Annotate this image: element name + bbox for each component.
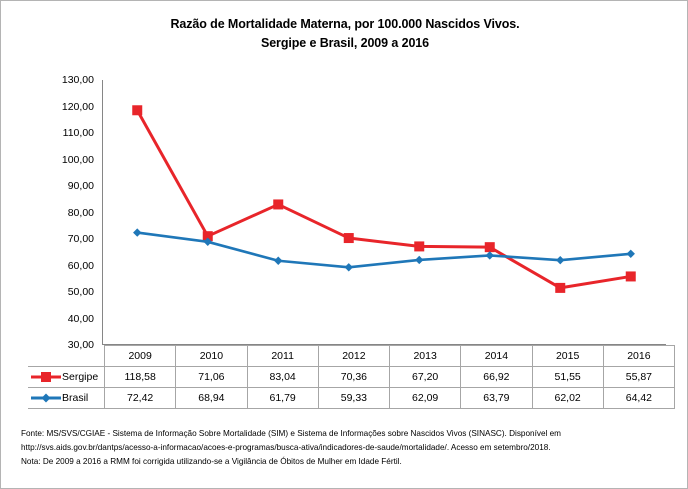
- y-axis-tick-label: 120,00: [61, 100, 94, 113]
- y-axis-tick-label: 110,00: [62, 127, 94, 139]
- y-axis-tick-label: 130,00: [61, 74, 94, 86]
- table-row: Brasil 72,42 68,94 61,79 59,33 62,09 63,79 62,0…: [28, 387, 676, 409]
- table-cell-value: 71,06: [175, 366, 248, 388]
- table-cell-value: 59,33: [317, 387, 391, 409]
- y-axis-tick-labels: 130,00 120,00 110,00 100,00 90,00 80,00 70,00 6…: [31, 74, 94, 351]
- y-axis-tick-label: 60,00: [67, 259, 94, 272]
- y-axis-tick-label: 90,00: [67, 180, 94, 192]
- legend-marker-icon: [31, 372, 61, 382]
- footnote-line-3: Nota: De 2009 a 2016 a RMM foi corrigida…: [21, 457, 402, 466]
- series-group: [132, 105, 636, 293]
- table-cell-value: 63,79: [460, 387, 533, 409]
- page-title: Razão de Mortalidade Materna, por 100.00…: [1, 15, 687, 53]
- data-point-marker-sergipe: [132, 105, 143, 116]
- legend-entry-brasil[interactable]: Brasil: [28, 387, 105, 409]
- data-table: 2009 2010 2011 2012 2013 2014 2015 2016 Sergipe 1…: [28, 345, 676, 409]
- table-cell-value: 51,55: [531, 366, 604, 388]
- legend-marker-icon: [31, 393, 61, 403]
- data-point-marker-brasil: [485, 251, 494, 260]
- data-point-marker-brasil: [556, 255, 565, 265]
- table-cell-value: 72,42: [103, 387, 177, 409]
- data-point-marker-brasil: [626, 249, 635, 258]
- data-point-marker-brasil: [415, 255, 424, 265]
- table-cell-value: 83,04: [246, 366, 319, 388]
- table-header-year: 2012: [317, 345, 391, 367]
- y-axis-tick-label: 30,00: [67, 339, 94, 351]
- table-row: Sergipe 118,58 71,06 83,04 70,36 67,20 66,92 51…: [28, 366, 676, 388]
- data-point-marker-sergipe: [414, 241, 425, 252]
- table-cell-value: 61,79: [246, 387, 319, 409]
- table-corner-blank: [28, 346, 105, 367]
- data-point-marker-sergipe: [555, 282, 566, 293]
- table-cell-value: 64,42: [602, 387, 676, 409]
- table-header-year: 2014: [460, 345, 533, 367]
- table-cell-value: 62,09: [388, 387, 462, 409]
- y-axis-tick-label: 100,00: [61, 153, 94, 166]
- y-axis-tick-label: 50,00: [67, 286, 94, 298]
- table-header-year: 2011: [246, 345, 319, 367]
- table-row: 2009 2010 2011 2012 2013 2014 2015 2016: [28, 345, 676, 367]
- plot-area: [102, 80, 666, 345]
- y-axis-tick-label: 40,00: [67, 312, 94, 325]
- data-point-marker-sergipe: [202, 231, 213, 242]
- line-chart-svg: [102, 80, 666, 345]
- data-point-marker-sergipe: [273, 199, 284, 210]
- data-point-marker-sergipe: [625, 271, 636, 282]
- table-header-year: 2010: [175, 345, 248, 367]
- data-point-marker-sergipe: [343, 233, 354, 244]
- data-point-marker-brasil: [344, 263, 353, 272]
- table-cell-value: 67,20: [388, 366, 462, 388]
- y-axis-tick-label: 70,00: [67, 233, 94, 245]
- footnote: Fonte: MS/SVS/CGIAE - Sistema de Informa…: [21, 427, 671, 469]
- table-header-year: 2016: [602, 345, 676, 367]
- legend-label: Brasil: [62, 392, 89, 404]
- chart-title-line-2: Sergipe e Brasil, 2009 a 2016: [260, 36, 430, 50]
- table-cell-value: 55,87: [602, 366, 676, 388]
- footnote-line-1: Fonte: MS/SVS/CGIAE - Sistema de Informa…: [21, 429, 561, 438]
- table-cell-value: 66,92: [460, 366, 533, 388]
- axis-group: [102, 80, 666, 345]
- table-cell-value: 68,94: [175, 387, 248, 409]
- table-cell-value: 62,02: [531, 387, 604, 409]
- table-header-year: 2015: [531, 345, 604, 367]
- table-header-year: 2009: [103, 345, 177, 367]
- chart-title-line-1: Razão de Mortalidade Materna, por 100.00…: [170, 17, 520, 31]
- table-cell-value: 118,58: [103, 366, 177, 388]
- data-point-marker-brasil: [133, 228, 142, 237]
- legend-label: Sergipe: [62, 371, 99, 383]
- legend-entry-sergipe[interactable]: Sergipe: [28, 366, 105, 388]
- table-cell-value: 70,36: [317, 366, 391, 388]
- table-header-year: 2013: [388, 345, 462, 367]
- y-axis-tick-label: 80,00: [67, 206, 94, 219]
- series-line-brasil: [135, 231, 633, 269]
- series-line-sergipe: [135, 108, 633, 290]
- data-point-marker-sergipe: [484, 242, 495, 253]
- data-point-marker-brasil: [274, 256, 283, 265]
- footnote-line-2: http://svs.aids.gov.br/dantps/acesso-a-i…: [21, 443, 551, 452]
